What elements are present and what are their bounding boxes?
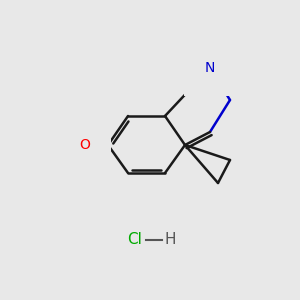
Text: Cl: Cl — [127, 232, 142, 247]
Text: H: H — [164, 232, 176, 247]
Text: O: O — [80, 138, 90, 152]
Text: H: H — [207, 48, 215, 58]
Text: N: N — [205, 61, 215, 75]
